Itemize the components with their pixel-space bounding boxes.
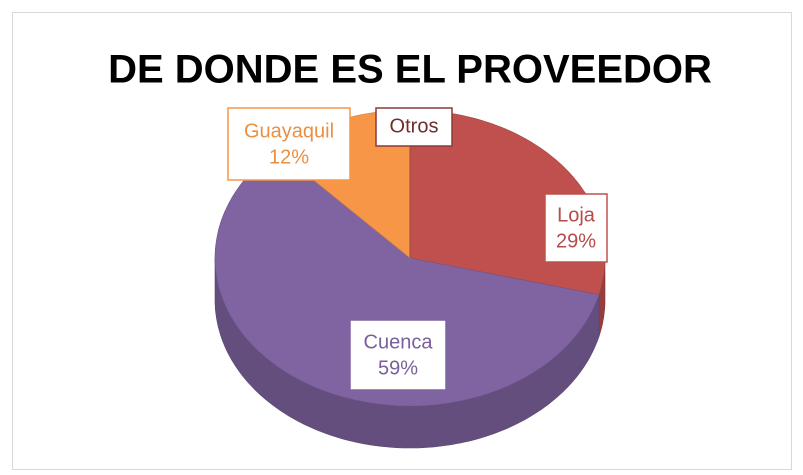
- value-label: 29%: [556, 230, 596, 252]
- category-label: Guayaquil: [244, 120, 334, 142]
- data-label: Guayaquil 12%: [227, 107, 351, 181]
- data-label: Cuenca 59%: [349, 319, 447, 391]
- category-label: Cuenca: [364, 331, 434, 353]
- data-label-box: [544, 193, 608, 263]
- data-label-box: [227, 107, 351, 181]
- chart-title: DE DONDE ES EL PROVEEDOR: [108, 48, 712, 92]
- data-label: Otros: [375, 107, 453, 147]
- value-label: 59%: [378, 357, 418, 379]
- pie-slice: [214, 149, 600, 407]
- category-label: Loja: [557, 204, 596, 226]
- data-label-box: [375, 107, 453, 147]
- data-label: Loja 29%: [544, 193, 608, 263]
- data-label-box: [349, 319, 447, 391]
- value-label: 12%: [269, 146, 309, 168]
- category-label: Otros: [390, 115, 439, 137]
